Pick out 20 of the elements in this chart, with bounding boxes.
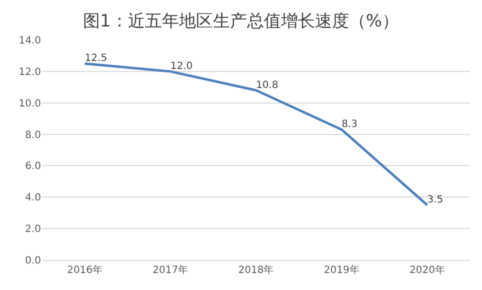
y-tick-label: 8.0	[25, 130, 41, 141]
x-tick-label: 2018年	[238, 264, 274, 276]
data-label: 10.8	[256, 80, 278, 91]
y-tick-label: 0.0	[25, 256, 41, 266]
y-tick-label: 6.0	[25, 161, 41, 172]
line-series	[84, 62, 428, 206]
y-tick-label: 12.0	[18, 66, 41, 78]
y-tick-label: 2.0	[25, 224, 41, 236]
chart-title: 图1：近五年地区生产总值增长速度（%）	[83, 11, 399, 32]
y-tick-label: 10.0	[18, 98, 41, 110]
data-label: 3.5	[427, 194, 444, 206]
data-label: 12.5	[84, 53, 108, 64]
x-tick-label: 2019年	[324, 264, 360, 276]
x-tick-label: 2016年	[67, 264, 103, 276]
data-label: 8.3	[342, 119, 358, 130]
data-label: 12.0	[170, 60, 193, 72]
x-tick-label: 2020年	[409, 264, 445, 276]
x-tick-label: 2017年	[152, 264, 188, 276]
y-tick-label: 14.0	[18, 36, 41, 46]
y-tick-label: 4.0	[25, 192, 41, 204]
